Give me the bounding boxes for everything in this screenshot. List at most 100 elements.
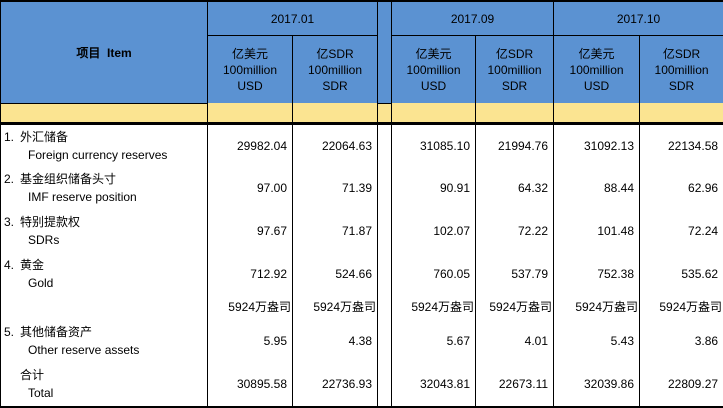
item-cell: 2. 基金组织储备头寸 IMF reserve position [0,166,208,210]
separator-cell [377,252,393,295]
item-label-zh: 黄金 [20,257,45,272]
separator-column-header [377,0,393,104]
unit-usd-zh: 亿美元 [231,46,268,61]
value-cell: 752.38 [553,252,641,295]
item-number: 2. [4,172,15,186]
value-cell: 29982.04 [207,123,293,167]
gold-ounces-cell: 5924万盎司 [207,294,293,319]
value-cell: 524.66 [291,252,379,295]
table-row-imf-reserve-position: 2. 基金组织储备头寸 IMF reserve position 97.00 71… [0,166,723,210]
value-cell: 22134.58 [639,123,723,167]
separator-cell [377,294,393,319]
value-cell: 22736.93 [291,362,379,408]
unit-usd-zh: 亿美元 [415,46,452,61]
item-label-en: Total [28,386,54,400]
value-cell: 22673.11 [475,362,555,408]
item-number: 3. [4,215,15,229]
item-cell: 4. 黄金 Gold [0,252,208,295]
item-zh-line: 1. 外汇储备 [4,128,207,146]
gold-ounces-cell: 5924万盎司 [291,294,379,319]
value-cell: 32039.86 [553,362,641,408]
unit-header-usd: 亿美元 100million USD [391,35,477,103]
item-label-en: SDRs [28,233,60,247]
table-row-foreign-currency-reserves: 1. 外汇储备 Foreign currency reserves 29982.0… [0,123,723,167]
value-cell: 62.96 [639,166,723,210]
item-number: 5. [4,324,15,339]
item-zh-line: 2. 基金组织储备头寸 [4,170,207,188]
separator-cell [377,123,393,167]
value-cell: 31092.13 [553,123,641,167]
table-row-total: 合计 Total 30895.58 22736.93 32043.81 2267… [0,362,723,408]
unit-header-sdr: 亿SDR 100million SDR [291,35,379,103]
item-label-en: Foreign currency reserves [28,147,168,162]
table-row-gold: 4. 黄金 Gold 712.92 524.66 760.05 537.79 75… [0,252,723,295]
header-units-row: 亿美元 100million USD 亿SDR 100million SDR 亿… [1,35,723,103]
value-cell: 21994.76 [475,123,555,167]
unit-sdr-zh: 亿SDR [316,46,354,61]
value-cell: 537.79 [475,252,555,295]
value-cell: 31085.10 [391,123,477,167]
value-cell: 101.48 [553,209,641,253]
value-cell: 30895.58 [207,362,293,408]
unit-usd-zh: 亿美元 [578,46,615,61]
item-zh-line: 4. 黄金 [4,256,207,274]
value-cell: 97.00 [207,166,293,210]
separator-cell [377,209,393,253]
item-label-en: Gold [28,275,54,290]
separator-cell [377,166,393,210]
unit-usd-code: USD [420,78,447,93]
unit-header-sdr: 亿SDR 100million SDR [475,35,555,103]
gold-ounces-cell: 5924万盎司 [391,294,477,319]
value-cell: 71.39 [291,166,379,210]
value-cell: 535.62 [639,252,723,295]
value-cell: 90.91 [391,166,477,210]
band-cell [291,103,379,125]
separator-cell [377,318,393,363]
separator-cell [377,362,393,408]
unit-usd-scale: 100million [406,62,461,77]
band-cell [0,103,208,125]
unit-header-usd: 亿美元 100million USD [207,35,293,103]
value-cell: 22809.27 [639,362,723,408]
value-cell: 5.95 [207,318,293,363]
gold-ounces-cell: 5924万盎司 [475,294,555,319]
unit-header-usd: 亿美元 100million USD [553,35,641,103]
value-cell: 760.05 [391,252,477,295]
item-label-zh: 特别提款权 [20,215,81,229]
item-zh-line: 3. 特别提款权 [4,213,207,231]
unit-sdr-code: SDR [668,78,695,93]
table-row-gold-ounces: 5924万盎司 5924万盎司 5924万盎司 5924万盎司 5924万盎司 … [0,294,723,319]
value-cell: 4.38 [291,318,379,363]
item-column-header: 项目 Item [0,0,208,104]
item-label-en: Other reserve assets [28,342,140,357]
unit-sdr-scale: 100million [654,62,709,77]
item-label-zh: 基金组织储备头寸 [20,172,117,186]
period-header-2017-01: 2017.01 [206,0,379,36]
period-header-2017-10: 2017.10 [553,0,723,36]
item-zh-line: 合计 [4,366,207,384]
item-label-zh: 合计 [20,368,45,382]
item-cell: 5. 其他储备资产 Other reserve assets [0,318,208,363]
band-cell [553,103,641,125]
value-cell: 97.67 [207,209,293,253]
item-cell [0,294,208,319]
unit-usd-code: USD [583,78,610,93]
period-header-2017-09: 2017.09 [391,0,555,36]
item-label-zh: 其他储备资产 [20,324,93,339]
value-cell: 88.44 [553,166,641,210]
value-cell: 5.67 [391,318,477,363]
header-date-row: 项目 Item 2017.01 2017.09 2017.10 [0,0,723,104]
value-cell: 3.86 [639,318,723,363]
unit-sdr-code: SDR [322,78,348,93]
item-cell: 3. 特别提款权 SDRs [0,209,208,253]
item-cell: 合计 Total [0,362,208,408]
band-cell [377,103,393,125]
table-row-other-reserve-assets: 5. 其他储备资产 Other reserve assets 5.95 4.38 … [0,318,723,363]
item-label-en: IMF reserve position [28,190,137,204]
value-cell: 72.24 [639,209,723,253]
unit-usd-scale: 100million [222,62,278,77]
unit-sdr-zh: 亿SDR [495,46,534,61]
unit-sdr-scale: 100million [487,62,542,77]
value-cell: 5.43 [553,318,641,363]
